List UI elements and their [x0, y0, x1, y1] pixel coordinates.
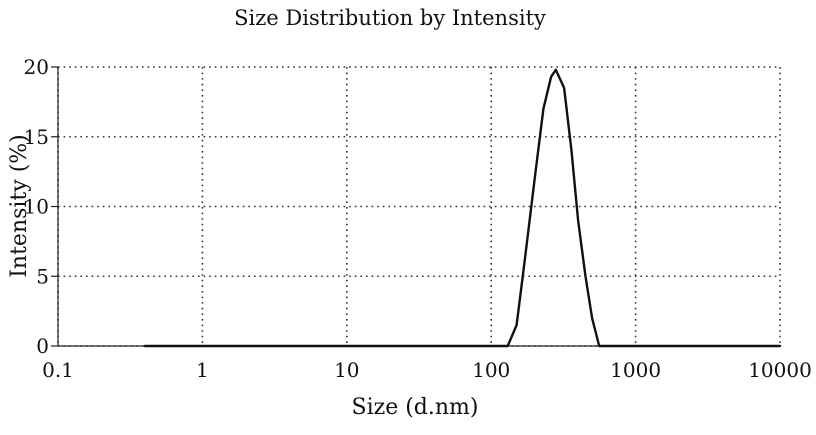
y-tick-label-3: 15 [24, 125, 49, 149]
tick-labels: 0.1 1 10 100 1000 10000 0 5 10 15 20 [24, 55, 812, 382]
x-tick-label-0: 0.1 [42, 358, 74, 382]
y-axis-label: Intensity (%) [7, 134, 32, 278]
chart-title: Size Distribution by Intensity [234, 6, 546, 30]
series-layer [143, 68, 782, 348]
y-tick-label-1: 5 [36, 264, 49, 288]
grid-lines [57, 66, 781, 347]
y-tick-label-0: 0 [36, 334, 49, 358]
x-tick-label-1: 1 [196, 358, 209, 382]
y-tick-label-2: 10 [24, 195, 49, 219]
x-tick-label-4: 1000 [610, 358, 661, 382]
x-tick-label-2: 10 [334, 358, 359, 382]
x-tick-label-3: 100 [472, 358, 510, 382]
x-tick-label-5: 10000 [748, 358, 812, 382]
y-tick-label-4: 20 [24, 55, 49, 79]
x-axis-label: Size (d.nm) [352, 395, 479, 420]
series-line-0 [143, 68, 782, 348]
